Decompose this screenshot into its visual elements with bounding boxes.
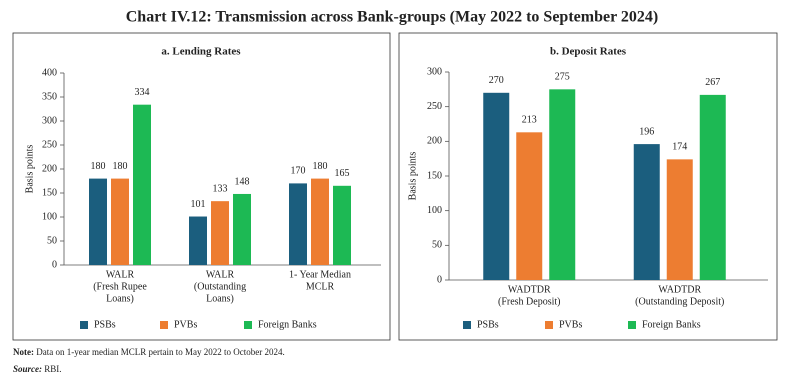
legend-label: PVBs [559, 319, 582, 330]
y-tick-label: 150 [427, 170, 442, 181]
y-tick-label: 300 [42, 115, 57, 126]
legend-label: Foreign Banks [258, 319, 317, 330]
y-tick-label: 250 [42, 139, 57, 150]
x-tick-label: (Fresh Rupee [93, 281, 147, 292]
value-label: 101 [191, 199, 206, 210]
y-axis-label: Basis points [407, 152, 418, 201]
bar [516, 132, 543, 280]
x-tick-label: WALR [106, 269, 135, 280]
note-text: Data on 1-year median MCLR pertain to Ma… [36, 347, 284, 357]
value-label: 170 [291, 166, 306, 177]
x-tick-label: WADTDR [508, 284, 551, 295]
source-label: Source: [13, 364, 42, 374]
x-tick-label: Loans) [106, 293, 134, 304]
bar [549, 89, 576, 280]
chart-title: b. Deposit Rates [550, 46, 627, 58]
y-tick-label: 0 [437, 274, 442, 285]
legend-swatch [80, 321, 88, 329]
y-tick-label: 150 [42, 187, 57, 198]
bar [289, 183, 307, 265]
x-tick-label: Loans) [206, 293, 234, 304]
bar [89, 178, 107, 265]
legend-swatch [463, 321, 471, 329]
value-label: 165 [335, 168, 350, 179]
value-label: 133 [213, 183, 228, 194]
y-tick-label: 0 [52, 259, 57, 270]
value-label: 174 [672, 142, 687, 153]
value-label: 148 [235, 176, 250, 187]
value-label: 180 [91, 161, 106, 172]
legend-swatch [244, 321, 252, 329]
value-label: 334 [135, 87, 150, 98]
bar [633, 144, 660, 280]
legend-swatch [628, 321, 636, 329]
legend-swatch [545, 321, 553, 329]
x-tick-label: MCLR [306, 281, 335, 292]
bar [311, 178, 329, 265]
x-tick-label: 1- Year Median [289, 269, 351, 280]
value-label: 180 [313, 161, 328, 172]
bar [111, 178, 129, 265]
bar [189, 216, 207, 265]
bar [699, 94, 726, 280]
bar [333, 185, 351, 265]
note-label: Note: [13, 347, 34, 357]
y-tick-label: 300 [427, 66, 442, 77]
x-tick-label: (Outstanding [194, 281, 246, 292]
value-label: 275 [555, 72, 570, 83]
legend-label: PSBs [94, 319, 116, 330]
legend-swatch [160, 321, 168, 329]
chart-title: a. Lending Rates [161, 46, 241, 58]
bar [233, 193, 251, 265]
source-text: RBI. [44, 364, 61, 374]
page-title: Chart IV.12: Transmission across Bank-gr… [126, 9, 658, 26]
bar [133, 104, 151, 266]
panel-frame [398, 32, 778, 341]
y-tick-label: 50 [47, 235, 57, 246]
value-label: 270 [489, 75, 504, 86]
bar [211, 201, 229, 265]
x-tick-label: (Outstanding Deposit) [635, 296, 724, 307]
y-tick-label: 100 [42, 211, 57, 222]
value-label: 196 [639, 126, 654, 137]
y-tick-label: 250 [427, 101, 442, 112]
value-label: 267 [705, 77, 720, 88]
y-tick-label: 50 [432, 240, 442, 251]
bar [483, 92, 510, 280]
source: Source: RBI. [13, 364, 62, 374]
x-tick-label: WADTDR [658, 284, 701, 295]
x-tick-label: WALR [206, 269, 235, 280]
bar [666, 159, 693, 280]
y-tick-label: 100 [427, 205, 442, 216]
y-tick-label: 200 [427, 136, 442, 147]
legend-label: Foreign Banks [642, 319, 701, 330]
value-label: 213 [522, 115, 537, 126]
y-tick-label: 200 [42, 163, 57, 174]
y-tick-label: 400 [42, 67, 57, 78]
y-tick-label: 350 [42, 91, 57, 102]
y-axis-label: Basis points [24, 145, 35, 194]
value-label: 180 [113, 161, 128, 172]
legend-label: PSBs [477, 319, 499, 330]
panel-frame [12, 32, 391, 341]
note: Note: Data on 1-year median MCLR pertain… [13, 347, 285, 357]
legend-label: PVBs [174, 319, 197, 330]
x-tick-label: (Fresh Deposit) [498, 296, 561, 307]
